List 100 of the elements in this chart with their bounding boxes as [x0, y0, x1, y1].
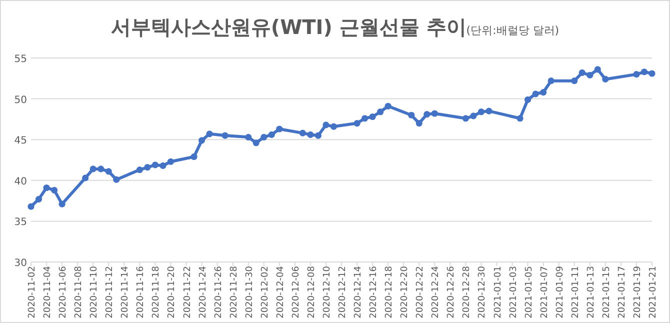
- point: [276, 126, 283, 132]
- x-tick-label: 2020-12-12: [338, 266, 348, 318]
- point: [252, 140, 260, 146]
- x-tick-label: 2020-12-30: [478, 266, 488, 318]
- point: [486, 108, 492, 114]
- point: [408, 112, 415, 118]
- point: [633, 71, 640, 78]
- point: [43, 184, 50, 192]
- point: [82, 174, 89, 182]
- point: [361, 115, 368, 122]
- point: [299, 130, 306, 136]
- point: [245, 134, 252, 140]
- point: [268, 131, 275, 138]
- x-tick-label: 2020-11-04: [43, 266, 54, 318]
- x-tick-label: 2020-12-26: [446, 266, 457, 318]
- point: [144, 164, 151, 171]
- point: [524, 96, 532, 103]
- x-tick-label: 2020-12-22: [416, 266, 426, 318]
- x-tick-label: 2021-01-11: [570, 266, 581, 318]
- point: [314, 132, 322, 139]
- chart-title: 서부텍사스산원유(WTI) 근월선물 추이: [110, 15, 466, 39]
- point: [594, 66, 601, 73]
- point: [478, 108, 485, 116]
- y-tick-label: 30: [14, 258, 27, 269]
- x-tick-label: 2020-11-08: [74, 266, 84, 318]
- y-tick-label: 55: [14, 54, 27, 65]
- x-tick-label: 2021-01-15: [602, 266, 612, 318]
- point: [206, 130, 213, 138]
- point: [28, 203, 34, 210]
- point: [322, 122, 330, 128]
- y-tick-label: 35: [14, 217, 27, 228]
- point: [198, 137, 206, 144]
- point: [578, 69, 586, 76]
- point: [307, 131, 314, 138]
- x-tick-label: 2020-11-12: [105, 266, 116, 318]
- x-tick-label: 2020-11-28: [229, 266, 240, 318]
- point: [470, 112, 477, 120]
- x-tick-label: 2021-01-09: [555, 266, 566, 318]
- point: [648, 70, 656, 77]
- x-tick-label: 2021-01-03: [508, 266, 519, 318]
- x-tick-label: 2021-01-17: [617, 266, 628, 318]
- x-tick-label: 2020-12-18: [384, 266, 395, 318]
- point: [113, 176, 120, 183]
- x-tick-label: 2020-11-24: [198, 266, 208, 318]
- y-tick-label: 50: [14, 94, 27, 106]
- x-tick-label: 2020-12-04: [276, 266, 286, 318]
- x-tick-label: 2020-11-10: [90, 266, 100, 318]
- chart-subtitle: (단위:배럴당 달러): [466, 24, 560, 37]
- point: [571, 78, 578, 84]
- y-tick-label: 40: [14, 176, 27, 188]
- point: [377, 108, 384, 116]
- y-tick-label: 45: [14, 136, 27, 147]
- point: [640, 68, 648, 76]
- point: [532, 90, 539, 98]
- x-tick-label: 2020-12-16: [369, 266, 380, 318]
- point: [50, 186, 58, 194]
- x-tick-label: 2020-12-28: [462, 266, 472, 318]
- point: [190, 153, 198, 160]
- x-tick-label: 2021-01-21: [648, 266, 658, 318]
- point: [160, 162, 166, 170]
- x-tick-label: 2020-12-08: [306, 266, 317, 318]
- x-tick-label: 2021-01-13: [586, 266, 596, 318]
- point: [586, 72, 594, 78]
- point: [105, 168, 112, 175]
- x-tick-label: 2021-01-01: [493, 266, 504, 318]
- point: [548, 78, 554, 84]
- x-tick-label: 2021-01-19: [632, 266, 643, 318]
- x-tick-label: 2020-11-16: [136, 266, 146, 318]
- point: [98, 166, 104, 172]
- x-tick-label: 2020-11-22: [182, 266, 193, 318]
- point: [58, 200, 66, 208]
- x-tick-label: 2020-12-14: [354, 266, 364, 318]
- x-tick-label: 2020-12-10: [322, 266, 332, 318]
- point: [416, 120, 422, 127]
- x-tick-label: 2020-11-06: [58, 266, 69, 318]
- x-tick-label: 2020-12-20: [400, 266, 410, 318]
- x-tick-label: 2020-12-02: [260, 266, 270, 318]
- x-tick-label: 2021-01-07: [540, 266, 550, 318]
- point: [540, 88, 547, 96]
- point: [90, 166, 96, 172]
- point: [330, 123, 338, 130]
- point: [152, 162, 158, 168]
- x-tick-label: 2021-01-05: [524, 266, 534, 318]
- point: [222, 132, 228, 139]
- x-tick-label: 2020-11-26: [214, 266, 224, 318]
- point: [602, 76, 609, 83]
- x-tick-label: 2020-11-30: [244, 266, 255, 318]
- point: [424, 111, 430, 118]
- x-tick-label: 2020-12-06: [291, 266, 302, 318]
- point: [369, 113, 376, 120]
- point: [35, 196, 42, 202]
- point: [431, 110, 438, 117]
- point: [516, 115, 524, 122]
- point: [167, 158, 174, 165]
- x-tick-label: 2020-11-18: [152, 266, 162, 318]
- point: [136, 166, 143, 174]
- point: [384, 102, 392, 110]
- point: [260, 134, 268, 140]
- point: [354, 120, 360, 127]
- x-tick-label: 2020-12-24: [431, 266, 442, 318]
